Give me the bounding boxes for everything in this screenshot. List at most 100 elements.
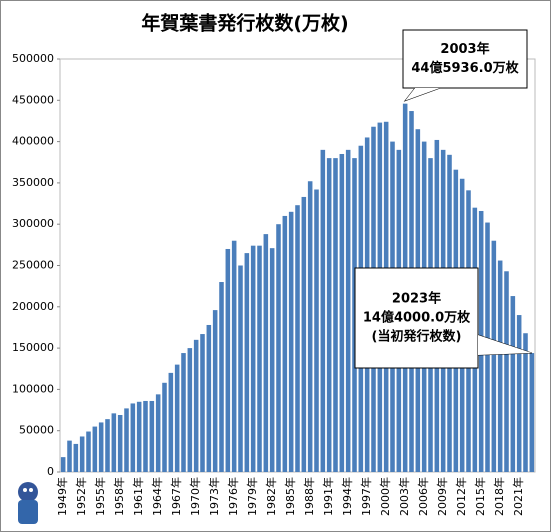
bar	[200, 334, 205, 472]
x-tick-label: 1997年	[359, 477, 373, 516]
x-tick-label: 2006年	[416, 477, 430, 516]
bar	[206, 324, 212, 472]
y-tick-label: 100000	[12, 382, 54, 395]
bar	[117, 415, 123, 472]
x-tick-label: 2000年	[378, 477, 392, 516]
bar	[282, 215, 288, 472]
x-tick-label: 1952年	[74, 477, 88, 516]
x-tick-label: 1988年	[302, 477, 316, 516]
bar	[212, 310, 218, 472]
x-tick-label: 1970年	[188, 477, 202, 516]
bar	[67, 440, 72, 472]
bar	[193, 339, 199, 472]
y-tick-label: 300000	[12, 217, 54, 230]
y-tick-label: 150000	[12, 341, 54, 354]
x-tick-label: 1961年	[131, 477, 145, 516]
bar	[288, 211, 294, 472]
bar	[231, 240, 237, 472]
x-tick-label: 1964年	[150, 477, 164, 516]
mascot	[18, 482, 38, 524]
bar	[92, 426, 98, 472]
x-tick-label: 1991年	[321, 477, 335, 516]
bar	[301, 196, 307, 472]
callout-pointer-fill	[405, 88, 440, 101]
x-tick-label: 2003年	[397, 477, 411, 516]
callout-pointer-fill	[478, 335, 532, 355]
bar	[162, 382, 167, 472]
y-tick-label: 450000	[12, 93, 54, 106]
bar	[149, 400, 155, 472]
bar	[510, 296, 516, 472]
x-tick-label: 2009年	[435, 477, 449, 516]
x-tick-label: 1955年	[93, 477, 107, 516]
x-tick-label: 1994年	[340, 477, 354, 516]
bar	[111, 413, 117, 472]
x-tick-label: 1967年	[169, 477, 183, 516]
y-tick-label: 0	[47, 465, 54, 478]
x-tick-label: 1958年	[112, 477, 126, 516]
y-tick-label: 400000	[12, 135, 54, 148]
bar	[143, 400, 148, 472]
x-tick-label: 2012年	[454, 477, 468, 516]
bar	[174, 364, 180, 472]
bar	[295, 205, 300, 472]
bar	[130, 403, 136, 472]
x-tick-label: 2015年	[473, 477, 487, 516]
y-tick-label: 200000	[12, 300, 54, 313]
x-tick-label: 2021年	[511, 477, 525, 516]
annotation-text: 14億4000.0万枚	[363, 310, 471, 326]
annotation-text: 2023年	[392, 291, 441, 307]
bar	[105, 419, 110, 472]
y-tick-label: 500000	[12, 52, 54, 65]
chart-title: 年賀葉書発行枚数(万枚)	[141, 12, 348, 35]
bar	[187, 348, 193, 472]
bar	[79, 436, 85, 472]
bar	[326, 158, 332, 472]
x-tick-label: 2018年	[492, 477, 506, 516]
annotation-text: 2003年	[440, 41, 489, 57]
bar	[314, 189, 319, 472]
bar	[516, 315, 522, 472]
x-tick-label: 1979年	[245, 477, 259, 516]
x-tick-label: 1985年	[283, 477, 297, 516]
bar	[504, 271, 509, 472]
annotation-text: (当初発行枚数)	[372, 329, 462, 345]
bar	[320, 149, 326, 473]
bar	[339, 153, 345, 473]
bar	[98, 422, 104, 472]
bar	[244, 253, 250, 472]
bar	[333, 158, 338, 472]
callout-box	[402, 29, 528, 89]
bar	[136, 401, 142, 472]
bar	[257, 245, 262, 472]
bar	[523, 333, 528, 472]
y-tick-label: 350000	[12, 176, 54, 189]
bar	[491, 240, 497, 472]
bar	[124, 408, 129, 472]
bar	[238, 265, 243, 472]
x-tick-label: 1973年	[207, 477, 221, 516]
bar	[181, 353, 186, 472]
y-tick-label: 250000	[12, 259, 54, 272]
bar	[345, 149, 351, 473]
bar	[497, 260, 503, 472]
bar	[73, 443, 79, 472]
annotation-text: 44億5936.0万枚	[411, 60, 519, 76]
x-tick-label: 1976年	[226, 477, 240, 516]
bar	[60, 457, 66, 472]
bar	[263, 234, 269, 472]
y-tick-label: 50000	[19, 424, 54, 437]
bar	[529, 353, 535, 472]
bar	[269, 248, 275, 472]
bar	[225, 248, 231, 472]
callout-box	[354, 267, 479, 369]
bar	[155, 394, 161, 472]
x-tick-label: 1949年	[55, 477, 69, 516]
x-tick-label: 1982年	[264, 477, 278, 516]
bar	[168, 372, 174, 472]
bar	[219, 282, 224, 472]
bar	[86, 431, 91, 472]
bar	[276, 224, 281, 472]
